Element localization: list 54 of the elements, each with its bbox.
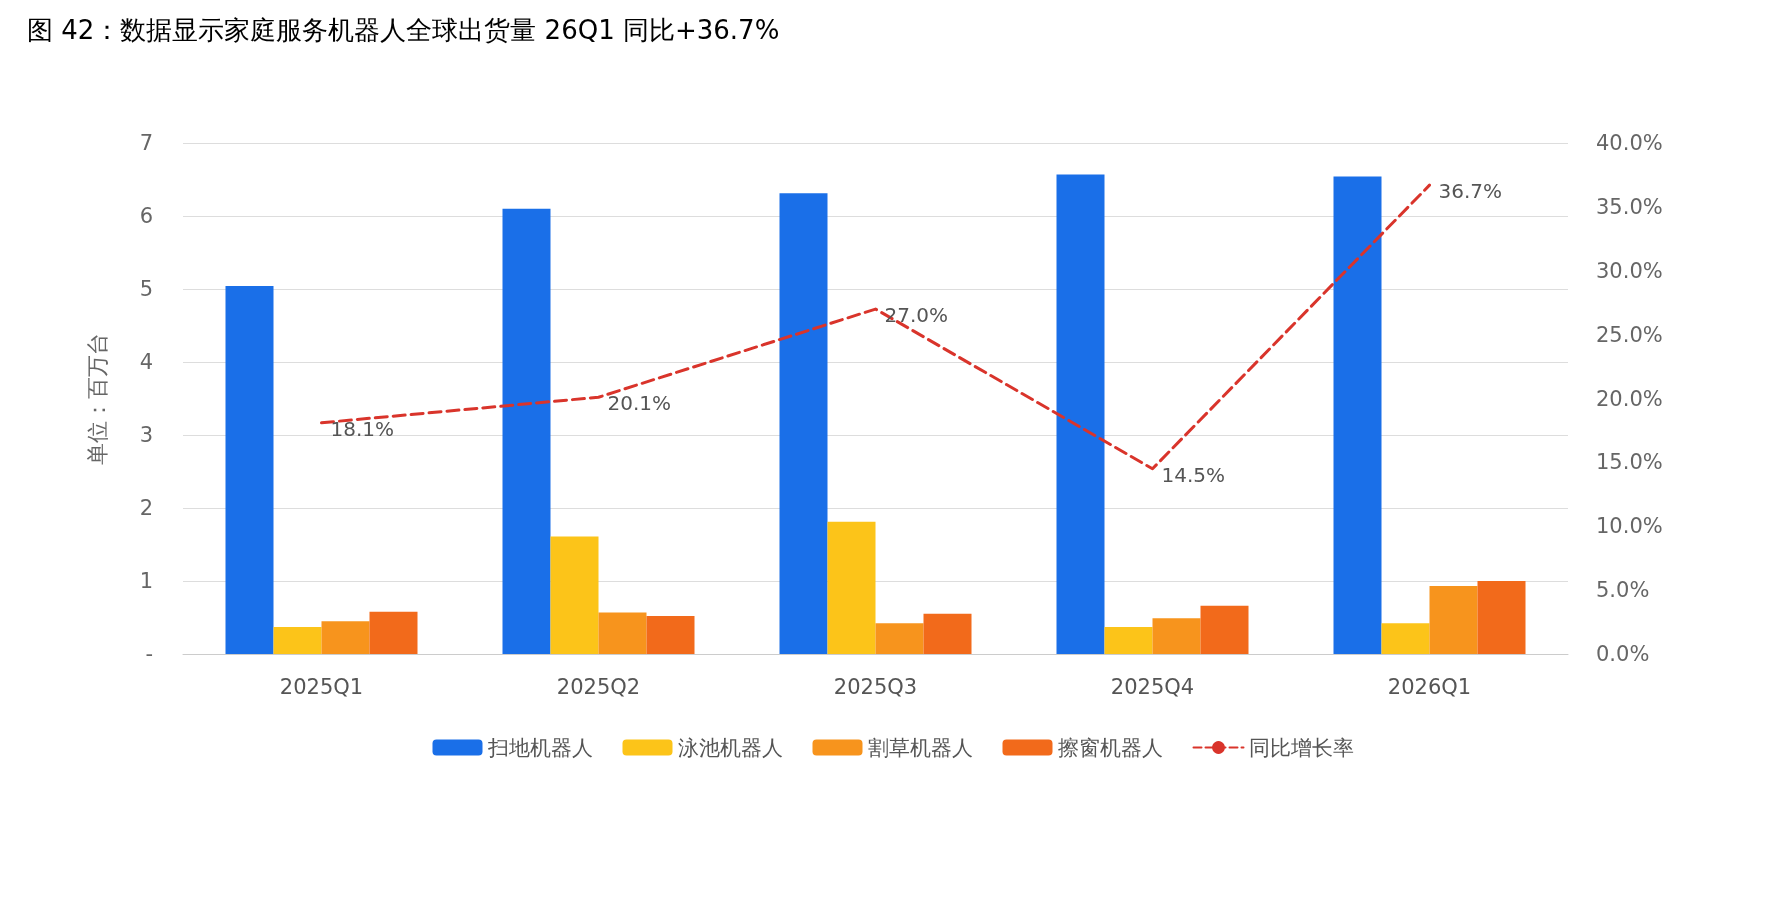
bar: [1152, 618, 1201, 654]
bar: [646, 616, 695, 654]
y2-tick-label: 25.0%: [1596, 322, 1663, 347]
y2-tick-label: 15.0%: [1596, 450, 1663, 475]
bar: [1477, 581, 1526, 654]
x-tick-label: 2026Q1: [1387, 674, 1472, 699]
y2-tick-label: 30.0%: [1596, 258, 1663, 283]
bar: [779, 193, 828, 654]
bar: [321, 621, 370, 654]
y2-tick-label: 0.0%: [1596, 642, 1650, 666]
bar: [598, 612, 647, 654]
legend-label: 泳池机器人: [677, 735, 783, 760]
x-tick-label: 2025Q4: [1110, 674, 1195, 699]
y-tick-label: 5: [139, 277, 153, 301]
chart-title: 图 42：数据显示家庭服务机器人全球出货量 26Q1 同比+36.7%: [27, 15, 780, 45]
bar: [1200, 605, 1249, 654]
y-tick-label: -: [145, 642, 153, 666]
x-tick-label: 2025Q2: [556, 674, 641, 699]
y-tick-label: 6: [139, 204, 153, 228]
y2-tick-label: 40.0%: [1596, 131, 1663, 155]
y-axis-title: 单位：百万台: [84, 332, 110, 465]
bar: [225, 286, 274, 654]
y-tick-label: 7: [139, 131, 153, 155]
legend-label: 擦窗机器人: [1057, 735, 1163, 760]
legend-label: 割草机器人: [867, 735, 973, 760]
bar: [827, 521, 876, 654]
y-tick-label: 2: [139, 496, 153, 520]
data-label: 27.0%: [884, 303, 949, 328]
bar: [1056, 174, 1105, 654]
y-tick-label: 1: [139, 569, 153, 593]
legend-label: 扫地机器人: [486, 735, 593, 760]
x-tick-label: 2025Q1: [279, 674, 364, 699]
bar: [369, 611, 418, 654]
y2-tick-label: 20.0%: [1596, 386, 1663, 411]
data-label: 20.1%: [607, 391, 672, 416]
y-tick-label: 3: [139, 423, 153, 447]
bar: [502, 208, 551, 654]
y2-tick-label: 10.0%: [1596, 514, 1663, 539]
data-label: 36.7%: [1438, 179, 1503, 204]
bar: [273, 626, 322, 654]
legend-label: 同比增长率: [1248, 735, 1354, 760]
data-label: 18.1%: [330, 416, 395, 441]
bar: [1333, 176, 1382, 654]
y2-tick-label: 5.0%: [1596, 578, 1650, 603]
x-tick-label: 2025Q3: [833, 674, 918, 699]
bar: [1429, 586, 1478, 654]
bar: [923, 613, 972, 654]
bar: [550, 536, 599, 654]
y-tick-label: 4: [139, 350, 153, 374]
bar: [875, 623, 924, 654]
bar: [1381, 623, 1430, 654]
bar: [1104, 626, 1153, 654]
y2-tick-label: 35.0%: [1596, 194, 1663, 219]
data-label: 14.5%: [1161, 462, 1226, 487]
